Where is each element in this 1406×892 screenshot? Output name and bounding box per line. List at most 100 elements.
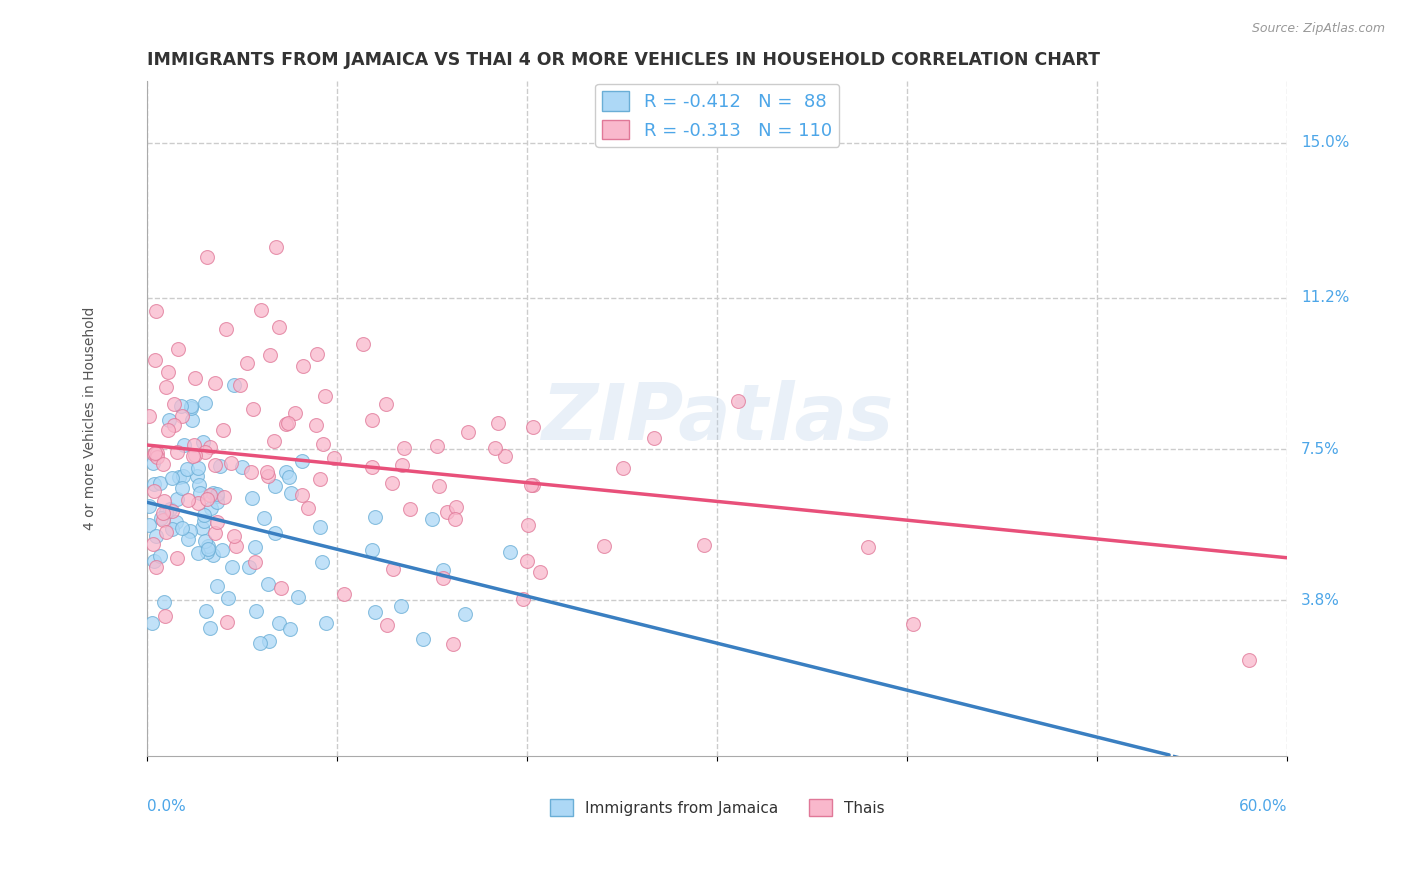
Point — [155, 504, 177, 518]
Point — [204, 525, 226, 540]
Point — [333, 587, 356, 601]
Point — [173, 437, 195, 451]
Point — [231, 459, 253, 474]
Point — [193, 435, 215, 450]
Point — [181, 449, 204, 463]
Point — [498, 545, 520, 559]
Point — [163, 397, 186, 411]
Point — [399, 502, 422, 516]
Point — [308, 519, 330, 533]
Point — [205, 489, 228, 503]
Point — [297, 501, 319, 516]
Point — [156, 365, 179, 379]
Point — [176, 462, 198, 476]
Text: 15.0%: 15.0% — [1301, 136, 1350, 150]
Point — [240, 491, 263, 506]
Point — [229, 378, 252, 392]
Point — [692, 538, 714, 552]
Point — [198, 440, 221, 454]
Point — [204, 458, 226, 472]
Point — [143, 446, 166, 460]
Point — [392, 441, 415, 455]
Point — [284, 406, 307, 420]
Point — [187, 496, 209, 510]
Point — [257, 469, 280, 483]
Point — [287, 590, 309, 604]
Point — [484, 442, 506, 456]
Point — [194, 604, 217, 618]
Point — [143, 483, 166, 498]
Point — [166, 551, 188, 566]
Point — [198, 621, 221, 635]
Point — [200, 487, 222, 501]
Point — [444, 500, 467, 514]
Text: ZIPatlas: ZIPatlas — [541, 381, 893, 457]
Point — [277, 470, 299, 484]
Point — [187, 546, 209, 560]
Point — [201, 548, 224, 562]
Text: Source: ZipAtlas.com: Source: ZipAtlas.com — [1251, 22, 1385, 36]
Text: 3.8%: 3.8% — [1301, 593, 1340, 607]
Point — [141, 616, 163, 631]
Point — [200, 501, 222, 516]
Point — [856, 540, 879, 554]
Point — [204, 376, 226, 391]
Point — [142, 456, 165, 470]
Point — [441, 637, 464, 651]
Point — [269, 320, 291, 334]
Point — [391, 458, 413, 472]
Point — [180, 401, 202, 415]
Point — [143, 476, 166, 491]
Point — [420, 512, 443, 526]
Point — [432, 571, 454, 585]
Point — [221, 560, 243, 574]
Point — [138, 409, 160, 424]
Point — [166, 515, 188, 529]
Text: 0.0%: 0.0% — [146, 799, 186, 814]
Point — [194, 395, 217, 409]
Point — [432, 563, 454, 577]
Point — [517, 517, 540, 532]
Point — [311, 555, 333, 569]
Point — [186, 468, 208, 483]
Point — [457, 425, 479, 440]
Point — [160, 504, 183, 518]
Point — [166, 491, 188, 506]
Point — [212, 490, 235, 504]
Point — [152, 513, 174, 527]
Point — [309, 472, 332, 486]
Text: 4 or more Vehicles in Household: 4 or more Vehicles in Household — [83, 307, 97, 530]
Point — [143, 352, 166, 367]
Point — [215, 322, 238, 336]
Point — [245, 555, 267, 569]
Point — [194, 533, 217, 548]
Point — [274, 465, 297, 479]
Point — [264, 240, 287, 254]
Point — [361, 459, 384, 474]
Point — [516, 554, 538, 568]
Point — [643, 431, 665, 445]
Point — [215, 615, 238, 629]
Point — [183, 438, 205, 452]
Point — [180, 399, 202, 413]
Point — [201, 486, 224, 500]
Point — [160, 522, 183, 536]
Point — [520, 478, 543, 492]
Point — [138, 517, 160, 532]
Point — [170, 481, 193, 495]
Point — [305, 347, 328, 361]
Point — [443, 512, 465, 526]
Point — [290, 454, 312, 468]
Point — [187, 461, 209, 475]
Point — [256, 577, 278, 591]
Point — [312, 436, 335, 450]
Point — [305, 418, 328, 433]
Point — [197, 250, 219, 264]
Point — [360, 413, 382, 427]
Point — [152, 507, 174, 521]
Point — [153, 609, 176, 624]
Point — [181, 413, 204, 427]
Point — [612, 461, 634, 475]
Point — [236, 356, 259, 370]
Point — [225, 539, 247, 553]
